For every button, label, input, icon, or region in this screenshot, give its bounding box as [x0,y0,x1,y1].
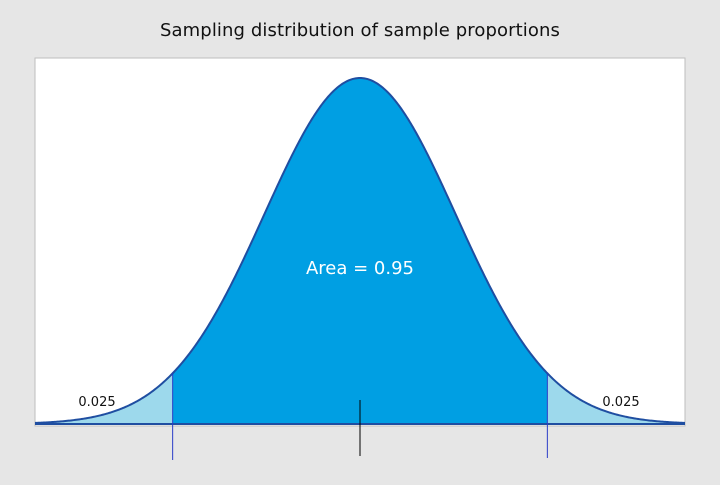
right-tail-label: 0.025 [602,395,639,410]
right-tail-area [547,373,685,424]
center-area-label: Area = 0.95 [306,258,414,279]
chart-title: Sampling distribution of sample proporti… [160,20,560,41]
center-area [172,78,548,424]
left-tail-label: 0.025 [78,395,115,410]
density-curve [34,76,686,424]
left-tail-area [35,373,173,424]
